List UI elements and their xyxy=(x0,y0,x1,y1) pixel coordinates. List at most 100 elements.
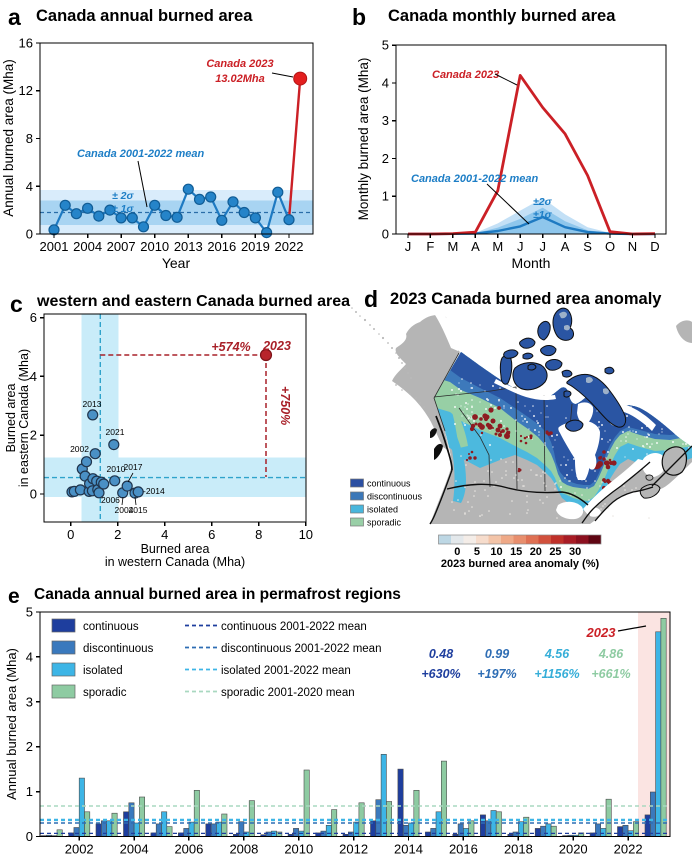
svg-text:isolated 2001-2022 mean: isolated 2001-2022 mean xyxy=(221,665,351,677)
svg-text:S: S xyxy=(583,239,592,254)
svg-text:2023: 2023 xyxy=(586,625,617,640)
svg-text:0: 0 xyxy=(26,829,33,844)
svg-text:2012: 2012 xyxy=(339,842,368,857)
svg-text:Canada 2023: Canada 2023 xyxy=(432,69,499,81)
svg-text:6: 6 xyxy=(208,527,215,542)
svg-text:isolated: isolated xyxy=(83,665,123,677)
svg-text:2006: 2006 xyxy=(174,842,203,857)
svg-text:4: 4 xyxy=(161,527,168,542)
svg-text:sporadic 2001-2020 mean: sporadic 2001-2020 mean xyxy=(221,687,355,699)
svg-text:J: J xyxy=(539,239,546,254)
svg-text:10: 10 xyxy=(299,527,313,542)
svg-text:12: 12 xyxy=(19,83,33,98)
svg-text:2020: 2020 xyxy=(559,842,588,857)
svg-text:discontinuous: discontinuous xyxy=(367,492,423,502)
svg-text:8: 8 xyxy=(255,527,262,542)
svg-text:2017: 2017 xyxy=(124,462,143,472)
svg-text:continuous: continuous xyxy=(83,621,139,633)
svg-text:continuous 2001-2022 mean: continuous 2001-2022 mean xyxy=(221,621,367,633)
svg-text:J: J xyxy=(517,239,524,254)
svg-text:+1156%: +1156% xyxy=(534,667,579,681)
svg-text:Annual burned area (Mha): Annual burned area (Mha) xyxy=(4,648,19,800)
svg-text:1: 1 xyxy=(382,189,389,204)
svg-text:M: M xyxy=(447,239,458,254)
svg-text:4: 4 xyxy=(26,179,33,194)
svg-text:Canada annual burned area: Canada annual burned area xyxy=(36,7,253,25)
svg-text:3: 3 xyxy=(26,694,33,709)
svg-text:2013: 2013 xyxy=(174,239,203,254)
svg-text:Year: Year xyxy=(162,255,191,271)
svg-text:c: c xyxy=(10,291,23,317)
svg-text:2016: 2016 xyxy=(207,239,236,254)
svg-text:2004: 2004 xyxy=(73,239,102,254)
svg-text:10: 10 xyxy=(490,546,502,558)
svg-text:2010: 2010 xyxy=(107,464,126,474)
svg-text:+750%: +750% xyxy=(278,386,292,425)
svg-text:in eastern Canada (Mha): in eastern Canada (Mha) xyxy=(17,349,31,487)
svg-text:b: b xyxy=(352,4,366,30)
svg-text:16: 16 xyxy=(19,36,33,51)
svg-text:Burned area: Burned area xyxy=(141,542,210,556)
svg-text:2018: 2018 xyxy=(504,842,533,857)
svg-text:±1σ: ±1σ xyxy=(533,209,553,221)
svg-text:6: 6 xyxy=(30,310,37,325)
svg-text:2: 2 xyxy=(26,739,33,754)
svg-text:sporadic: sporadic xyxy=(367,518,402,528)
svg-text:2023: 2023 xyxy=(262,339,291,353)
svg-text:2007: 2007 xyxy=(107,239,136,254)
svg-text:2013: 2013 xyxy=(83,399,102,409)
svg-text:5: 5 xyxy=(382,38,389,53)
svg-text:2006: 2006 xyxy=(101,495,120,505)
svg-text:13.02Mha: 13.02Mha xyxy=(215,73,265,85)
svg-text:2023 burned area anomaly (%): 2023 burned area anomaly (%) xyxy=(441,558,600,570)
svg-text:D: D xyxy=(650,239,659,254)
svg-text:25: 25 xyxy=(549,546,561,558)
svg-text:0: 0 xyxy=(30,487,37,502)
svg-text:O: O xyxy=(605,239,615,254)
svg-text:discontinuous: discontinuous xyxy=(83,643,154,655)
svg-text:in western Canada (Mha): in western Canada (Mha) xyxy=(105,555,245,569)
svg-text:20: 20 xyxy=(530,546,542,558)
svg-text:M: M xyxy=(492,239,503,254)
svg-text:1: 1 xyxy=(26,784,33,799)
svg-text:western and eastern Canada bur: western and eastern Canada burned area xyxy=(36,293,350,310)
svg-text:Canada monthly burned area: Canada monthly burned area xyxy=(388,7,616,25)
svg-text:2002: 2002 xyxy=(65,842,94,857)
svg-text:2010: 2010 xyxy=(140,239,169,254)
svg-text:continuous: continuous xyxy=(367,479,411,489)
svg-text:+197%: +197% xyxy=(477,667,516,681)
svg-text:d: d xyxy=(364,286,378,312)
svg-text:5: 5 xyxy=(474,546,480,558)
svg-text:± 2σ: ± 2σ xyxy=(112,190,135,202)
svg-text:A: A xyxy=(561,239,570,254)
svg-text:Canada 2023: Canada 2023 xyxy=(206,58,273,70)
svg-text:discontinuous 2001-2022 mean: discontinuous 2001-2022 mean xyxy=(221,643,381,655)
svg-text:2010: 2010 xyxy=(284,842,313,857)
svg-text:0.48: 0.48 xyxy=(429,647,453,661)
svg-text:2023 Canada burned area anomal: 2023 Canada burned area anomaly xyxy=(390,290,662,308)
svg-text:2002: 2002 xyxy=(70,444,89,454)
svg-text:a: a xyxy=(8,4,21,30)
svg-text:30: 30 xyxy=(569,546,581,558)
svg-text:2022: 2022 xyxy=(614,842,643,857)
svg-text:+574%: +574% xyxy=(211,340,250,354)
svg-text:2004: 2004 xyxy=(115,505,134,515)
svg-text:2014: 2014 xyxy=(394,842,423,857)
svg-text:4.86: 4.86 xyxy=(598,647,624,661)
svg-text:2: 2 xyxy=(114,527,121,542)
svg-text:0: 0 xyxy=(454,546,460,558)
svg-text:3: 3 xyxy=(382,113,389,128)
svg-text:4: 4 xyxy=(26,649,33,664)
svg-text:0: 0 xyxy=(382,227,389,242)
svg-text:Month: Month xyxy=(512,255,551,271)
svg-text:2008: 2008 xyxy=(229,842,258,857)
svg-text:Canada annual burned area in p: Canada annual burned area in permafrost … xyxy=(34,586,401,603)
svg-text:2016: 2016 xyxy=(449,842,478,857)
svg-text:2: 2 xyxy=(30,428,37,443)
svg-text:-2014: -2014 xyxy=(143,486,165,496)
svg-text:sporadic: sporadic xyxy=(83,687,127,699)
svg-text:Annual burned area (Mha): Annual burned area (Mha) xyxy=(1,59,16,217)
svg-text:Monthly burned area (Mha): Monthly burned area (Mha) xyxy=(356,58,371,221)
svg-text:2021: 2021 xyxy=(106,427,125,437)
svg-text:2019: 2019 xyxy=(241,239,270,254)
